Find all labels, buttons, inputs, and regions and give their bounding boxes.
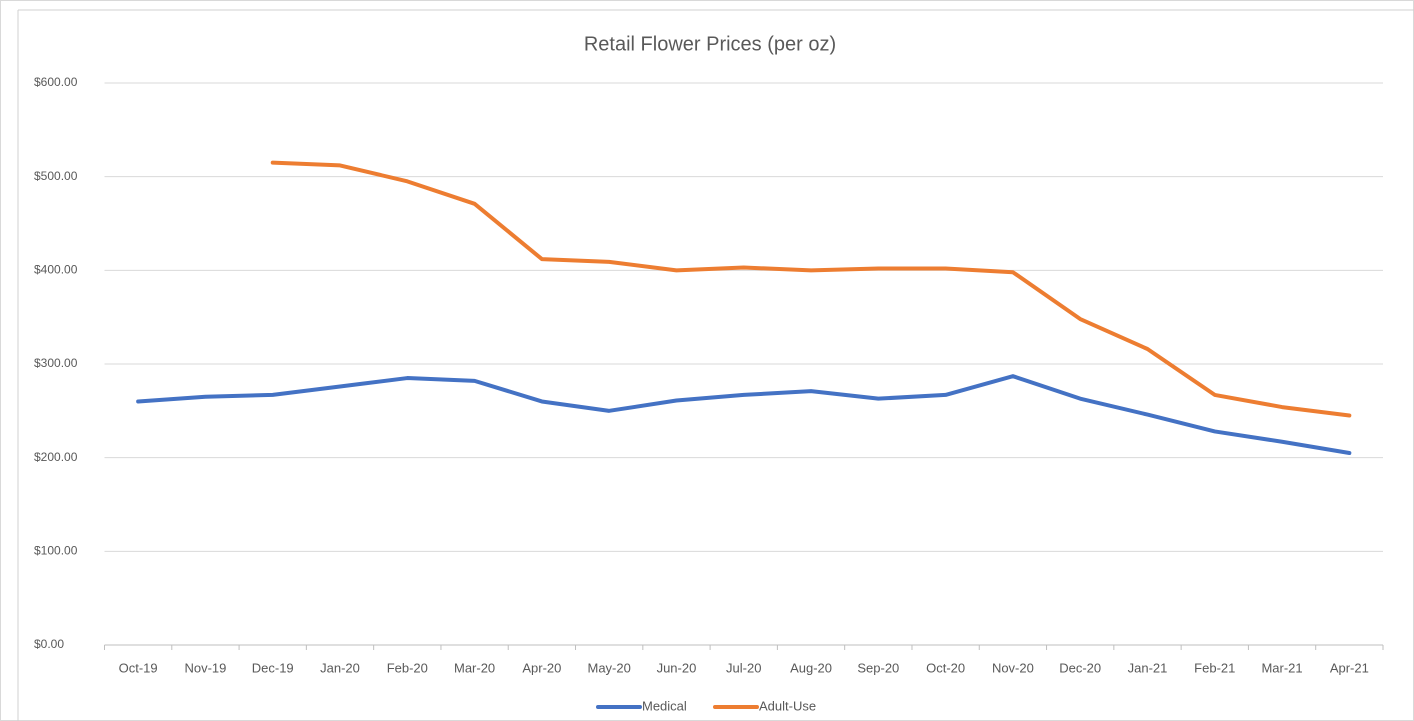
y-tick-label: $0.00 [34,637,64,651]
x-tick-label: Jan-20 [320,660,360,675]
x-tick-label: Mar-21 [1261,660,1302,675]
x-tick-label: Oct-19 [119,660,158,675]
x-tick-label: Nov-20 [992,660,1034,675]
x-tick-label: Sep-20 [857,660,899,675]
x-tick-label: Feb-21 [1194,660,1235,675]
x-tick-label: Dec-19 [252,660,294,675]
series-line [136,374,1352,455]
x-tick-label: Feb-20 [387,660,428,675]
legend-label: Adult-Use [759,698,816,713]
y-tick-label: $200.00 [34,450,78,464]
y-tick-label: $500.00 [34,169,78,183]
x-tick-label: Mar-20 [454,660,495,675]
x-tick-label: May-20 [587,660,630,675]
x-tick-label: Jun-20 [657,660,697,675]
x-tick-label: Jul-20 [726,660,761,675]
x-tick-label: Jan-21 [1128,660,1168,675]
x-tick-label: Apr-21 [1330,660,1369,675]
legend-label: Medical [642,698,687,713]
x-tick-label: Apr-20 [522,660,561,675]
y-tick-label: $100.00 [34,544,78,558]
y-tick-label: $300.00 [34,356,78,370]
y-tick-label: $400.00 [34,263,78,277]
x-tick-label: Nov-19 [184,660,226,675]
x-tick-label: Dec-20 [1059,660,1101,675]
chart-title: Retail Flower Prices (per oz) [584,33,836,55]
y-tick-label: $600.00 [34,75,78,89]
series-line [270,160,1352,418]
x-tick-label: Aug-20 [790,660,832,675]
x-tick-label: Oct-20 [926,660,965,675]
